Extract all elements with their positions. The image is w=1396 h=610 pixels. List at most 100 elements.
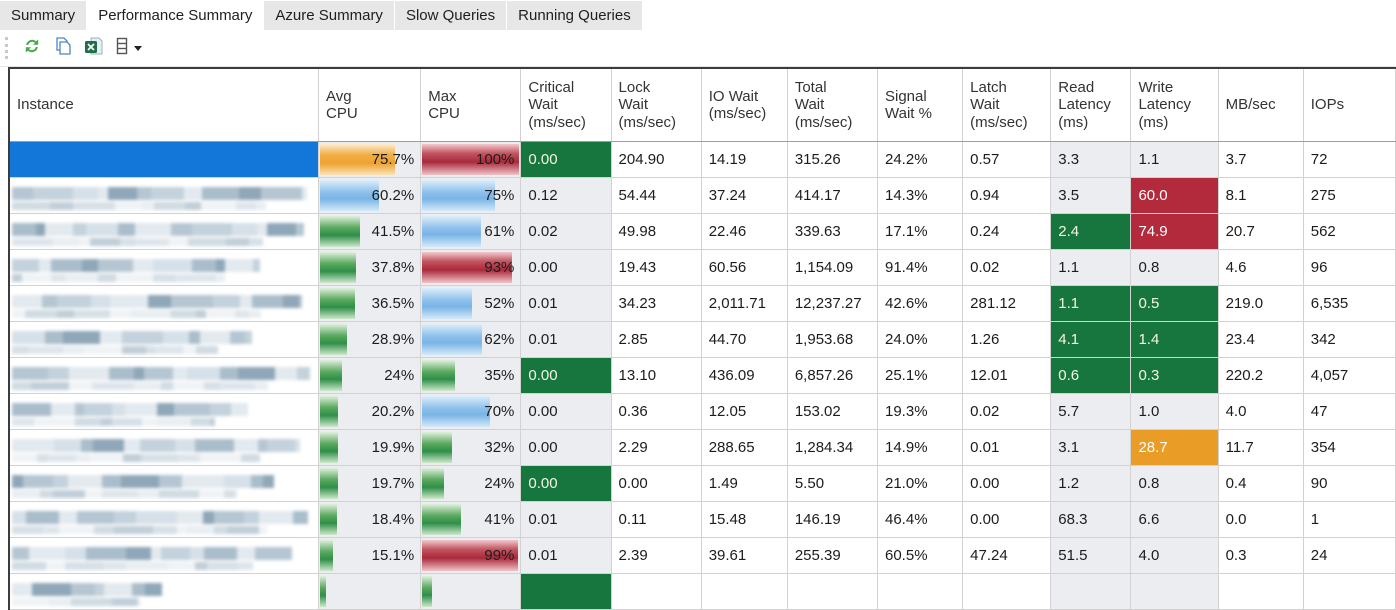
read-latency-cell[interactable]: 3.5 xyxy=(1050,177,1132,214)
total-wait-cell[interactable]: 1,953.68 xyxy=(787,321,879,358)
table-row[interactable]: 24% 35% 0.00 13.10 436.09 6,857.26 25.1% 12.01 0… xyxy=(10,357,1396,394)
mb-sec-cell[interactable]: 220.2 xyxy=(1218,357,1304,394)
iops-cell[interactable]: 562 xyxy=(1303,213,1396,250)
cpu-bar-cell[interactable]: 52% xyxy=(420,285,522,322)
lock-wait-cell[interactable]: 54.44 xyxy=(611,177,702,214)
cpu-bar-cell[interactable]: 28.9% xyxy=(318,321,422,358)
cpu-bar-cell[interactable]: 36.5% xyxy=(318,285,422,322)
write-latency-cell[interactable]: 4.0 xyxy=(1130,537,1219,574)
mb-sec-cell[interactable] xyxy=(1218,573,1304,610)
cpu-bar-cell[interactable] xyxy=(420,573,522,610)
table-row[interactable]: 19.9% 32% 0.00 2.29 288.65 1,284.34 14.9% 0.01 3… xyxy=(10,429,1396,466)
table-row[interactable]: 15.1% 99% 0.01 2.39 39.61 255.39 60.5% 47.24 51.… xyxy=(10,537,1396,574)
table-row[interactable]: 75.7% 100% 0.00 204.90 14.19 315.26 24.2% 0.57 3… xyxy=(10,141,1396,178)
cpu-bar-cell[interactable]: 99% xyxy=(420,537,522,574)
cpu-bar-cell[interactable]: 24% xyxy=(420,465,522,502)
iops-cell[interactable]: 72 xyxy=(1303,141,1396,178)
column-chooser-button[interactable] xyxy=(112,35,142,61)
cpu-bar-cell[interactable]: 15.1% xyxy=(318,537,422,574)
signal-wait-cell[interactable]: 17.1% xyxy=(877,213,964,250)
column-header-read-latency[interactable]: Read Latency (ms) xyxy=(1050,69,1132,142)
signal-wait-cell[interactable]: 24.0% xyxy=(877,321,964,358)
cpu-bar-cell[interactable] xyxy=(318,573,422,610)
read-latency-cell[interactable]: 0.6 xyxy=(1050,357,1132,394)
instance-cell[interactable] xyxy=(10,285,320,322)
column-header-latch-wait[interactable]: Latch Wait (ms/sec) xyxy=(962,69,1052,142)
io-wait-cell[interactable]: 12.05 xyxy=(701,393,788,430)
cpu-bar-cell[interactable]: 37.8% xyxy=(318,249,422,286)
tab-performance-summary[interactable]: Performance Summary xyxy=(87,1,264,30)
critical-wait-cell[interactable]: 0.00 xyxy=(520,249,612,286)
io-wait-cell[interactable]: 22.46 xyxy=(701,213,788,250)
critical-wait-cell[interactable]: 0.01 xyxy=(520,285,612,322)
table-row[interactable]: 37.8% 93% 0.00 19.43 60.56 1,154.09 91.4% 0.02 1… xyxy=(10,249,1396,286)
table-row[interactable]: 36.5% 52% 0.01 34.23 2,011.71 12,237.27 42.6% 2… xyxy=(10,285,1396,322)
refresh-button[interactable] xyxy=(19,35,45,61)
total-wait-cell[interactable]: 414.17 xyxy=(787,177,879,214)
lock-wait-cell[interactable]: 2.29 xyxy=(611,429,702,466)
total-wait-cell[interactable]: 146.19 xyxy=(787,501,879,538)
cpu-bar-cell[interactable]: 60.2% xyxy=(318,177,422,214)
latch-wait-cell[interactable]: 1.26 xyxy=(962,321,1052,358)
instance-cell[interactable] xyxy=(10,249,320,286)
write-latency-cell[interactable]: 1.0 xyxy=(1130,393,1219,430)
critical-wait-cell[interactable]: 0.00 xyxy=(520,429,612,466)
io-wait-cell[interactable]: 2,011.71 xyxy=(701,285,788,322)
mb-sec-cell[interactable]: 11.7 xyxy=(1218,429,1304,466)
signal-wait-cell[interactable]: 46.4% xyxy=(877,501,964,538)
instance-cell[interactable] xyxy=(10,141,320,178)
iops-cell[interactable]: 275 xyxy=(1303,177,1396,214)
iops-cell[interactable]: 1 xyxy=(1303,501,1396,538)
io-wait-cell[interactable]: 37.24 xyxy=(701,177,788,214)
cpu-bar-cell[interactable]: 93% xyxy=(420,249,522,286)
cpu-bar-cell[interactable]: 41% xyxy=(420,501,522,538)
instance-cell[interactable] xyxy=(10,501,320,538)
write-latency-cell[interactable]: 1.1 xyxy=(1130,141,1219,178)
latch-wait-cell[interactable]: 0.01 xyxy=(962,429,1052,466)
latch-wait-cell[interactable]: 47.24 xyxy=(962,537,1052,574)
latch-wait-cell[interactable]: 0.00 xyxy=(962,465,1052,502)
mb-sec-cell[interactable]: 23.4 xyxy=(1218,321,1304,358)
table-row[interactable] xyxy=(10,573,1396,610)
total-wait-cell[interactable]: 5.50 xyxy=(787,465,879,502)
critical-wait-cell[interactable] xyxy=(520,573,612,610)
column-header-mb-sec[interactable]: MB/sec xyxy=(1218,69,1304,142)
tab-slow-queries[interactable]: Slow Queries xyxy=(394,1,507,30)
column-header-instance[interactable]: Instance xyxy=(10,69,320,142)
column-header-lock-wait[interactable]: Lock Wait (ms/sec) xyxy=(611,69,702,142)
total-wait-cell[interactable]: 6,857.26 xyxy=(787,357,879,394)
cpu-bar-cell[interactable]: 20.2% xyxy=(318,393,422,430)
total-wait-cell[interactable]: 153.02 xyxy=(787,393,879,430)
iops-cell[interactable]: 342 xyxy=(1303,321,1396,358)
instance-cell[interactable] xyxy=(10,537,320,574)
latch-wait-cell[interactable] xyxy=(962,573,1052,610)
latch-wait-cell[interactable]: 0.94 xyxy=(962,177,1052,214)
io-wait-cell[interactable]: 1.49 xyxy=(701,465,788,502)
read-latency-cell[interactable]: 3.3 xyxy=(1050,141,1132,178)
lock-wait-cell[interactable]: 0.00 xyxy=(611,465,702,502)
io-wait-cell[interactable]: 44.70 xyxy=(701,321,788,358)
critical-wait-cell[interactable]: 0.00 xyxy=(520,393,612,430)
total-wait-cell[interactable]: 1,154.09 xyxy=(787,249,879,286)
cpu-bar-cell[interactable]: 18.4% xyxy=(318,501,422,538)
cpu-bar-cell[interactable]: 32% xyxy=(420,429,522,466)
mb-sec-cell[interactable]: 4.0 xyxy=(1218,393,1304,430)
column-header-critical-wait[interactable]: Critical Wait (ms/sec) xyxy=(520,69,612,142)
signal-wait-cell[interactable]: 25.1% xyxy=(877,357,964,394)
read-latency-cell[interactable] xyxy=(1050,573,1132,610)
signal-wait-cell[interactable]: 24.2% xyxy=(877,141,964,178)
critical-wait-cell[interactable]: 0.00 xyxy=(520,465,612,502)
io-wait-cell[interactable]: 39.61 xyxy=(701,537,788,574)
lock-wait-cell[interactable]: 0.11 xyxy=(611,501,702,538)
io-wait-cell[interactable]: 288.65 xyxy=(701,429,788,466)
instance-cell[interactable] xyxy=(10,393,320,430)
latch-wait-cell[interactable]: 0.24 xyxy=(962,213,1052,250)
critical-wait-cell[interactable]: 0.00 xyxy=(520,357,612,394)
io-wait-cell[interactable]: 15.48 xyxy=(701,501,788,538)
cpu-bar-cell[interactable]: 70% xyxy=(420,393,522,430)
iops-cell[interactable]: 96 xyxy=(1303,249,1396,286)
export-excel-button[interactable] xyxy=(81,35,107,61)
io-wait-cell[interactable] xyxy=(701,573,788,610)
write-latency-cell[interactable]: 0.5 xyxy=(1130,285,1219,322)
lock-wait-cell[interactable] xyxy=(611,573,702,610)
